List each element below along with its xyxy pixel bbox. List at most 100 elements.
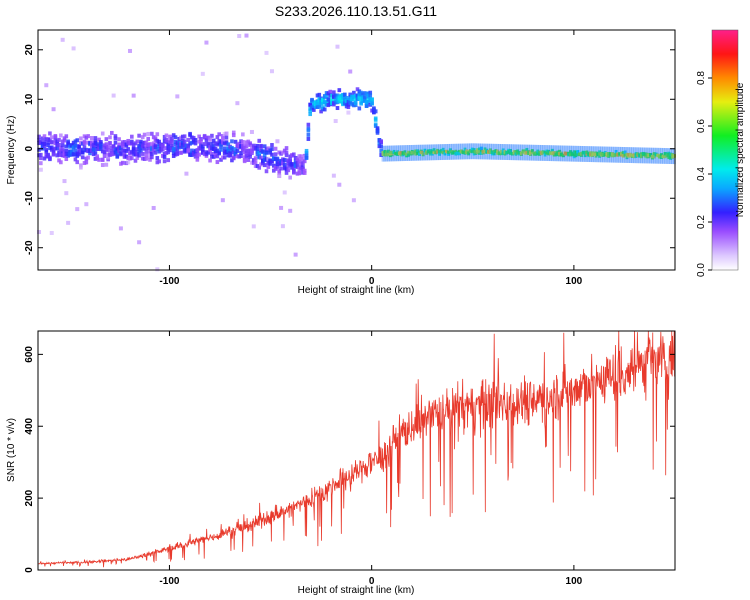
spectrogram-x-label: Height of straight line (km) [298,285,415,296]
spectrogram-cell-201 [104,162,109,167]
colorbar-tick-label: 0.2 [696,215,707,229]
spectrogram-cell-191 [100,157,105,162]
spectrogram-cell-143 [84,135,89,140]
spectrogram-cell-1305 [521,150,525,154]
spectrogram-cell-293 [137,133,141,138]
spectrogram-cell-99 [69,152,74,157]
spectrogram-cell-1017 [390,151,394,155]
spectrogram-cell-505 [211,138,216,143]
spectrogram-cell-1532 [625,154,629,158]
spectrogram-cell-896 [344,99,349,104]
spectrogram-cell-248 [120,160,125,165]
spectrogram-cell-224 [113,148,118,153]
spectrogram-cell-966 [370,97,374,102]
spectrogram-cell-771 [301,161,305,166]
spectrogram-cell-809 [315,104,320,109]
spectrogram-cell-1318 [527,144,531,161]
spectrogram-cell-407 [177,140,181,145]
spectrogram-cell-189 [100,149,105,154]
spectrogram-cell-125 [77,144,81,149]
spectrogram-cell-557 [228,153,232,158]
spectrogram-cell-314 [144,156,149,161]
spectrogram-cell-582 [237,154,242,159]
spectrogram-cell-458 [195,157,200,162]
spectrogram-cell-1081 [419,150,423,155]
spectrogram-cell-471 [199,144,203,149]
spectrogram-cell-1433 [579,151,583,156]
spectrogram-cell-494 [206,141,211,146]
spectrogram-cell-719 [282,162,287,167]
spectrogram-cell-5 [37,230,42,235]
spectrogram-cell-112 [73,148,78,153]
spectrogram-cell-398 [173,147,178,152]
spectrogram-cell-432 [184,171,189,176]
spectrogram-cell-1002 [383,145,387,162]
spectrogram-cell-375 [164,150,169,155]
spectrogram-cell-282 [131,93,136,98]
spectrogram-cell-765 [299,154,303,159]
spectrogram-cell-655 [262,144,267,149]
spectrogram-cell-990 [379,148,383,153]
colorbar-tick-label: 0.6 [696,119,707,133]
spectrogram-cell-81 [62,179,67,184]
spectrogram-cell-313 [142,140,147,145]
spectrogram-cell-627 [251,224,256,229]
spectrogram-cell-1209 [478,150,482,154]
spectrogram-cell-159 [89,140,94,145]
spectrogram-cell-70 [60,143,65,148]
spectrogram-cell-1285 [512,151,516,155]
spectrogram-cell-1389 [559,153,563,157]
spectrogram-cell-1118 [436,144,440,161]
spectrogram-cell-1434 [579,145,583,162]
spectrogram-cell-1099 [428,152,432,156]
spectrogram-cell-1573 [643,152,647,156]
spectrogram-cell-214 [110,145,114,150]
spectrogram-cell-254 [122,154,127,159]
spectrogram-cell-80 [62,151,67,156]
spectrogram-cell-68 [59,145,63,150]
spectrogram-cell-657 [262,156,267,161]
spectrogram-cell-355 [157,144,161,149]
spectrogram-cell-353 [157,159,161,164]
spectrogram-cell-635 [255,149,260,154]
spectrogram-cell-87 [64,191,69,196]
spectrogram-cell-20 [42,134,47,139]
spectrogram-cell-969 [370,101,374,106]
spectrogram-cell-176 [95,142,100,147]
spectrogram-cell-621 [249,129,254,134]
spectrogram-cell-734 [288,175,292,180]
spectrogram-cell-1630 [669,148,673,164]
spectrogram-cell-489 [204,40,209,45]
spectrogram-cell-782 [304,148,309,153]
spectrogram-cell-93 [66,220,71,225]
spectrogram-cell-698 [277,169,282,174]
spectrogram-cell-1632 [670,153,674,157]
spectrogram-cell-474 [201,146,205,151]
spectrogram-cell-1117 [436,150,440,154]
spectrogram-cell-1170 [459,143,463,160]
spectrogram-cell-61 [57,150,61,155]
spectrogram-cell-1240 [492,150,496,154]
spectrogram-cell-168 [93,136,98,141]
spectrogram-cell-315 [144,144,149,149]
spectrogram-cell-232 [115,146,120,151]
spectrogram-cell-1308 [523,149,527,153]
spectrogram-cell-231 [115,150,120,155]
spectrogram-cell-757 [295,164,300,169]
spectrogram-cell-615 [248,148,252,153]
spectrogram-cell-790 [308,112,312,117]
spectrogram-cell-869 [335,98,340,103]
spectrogram-cell-1473 [598,152,602,156]
spectrogram-cell-33 [48,146,52,151]
spectrogram-cell-846 [328,89,333,94]
spectrogram-cell-1094 [425,144,429,161]
spectrogram-cell-860 [333,100,338,105]
spectrogram-cell-1141 [447,150,451,154]
spectrogram-cell-1211 [479,149,483,153]
spectrogram-cell-1518 [618,146,622,163]
spectrogram-cell-1176 [463,150,467,154]
spectrogram-cell-653 [262,163,267,168]
spectrogram-cell-1488 [605,153,609,158]
spectrogram-cell-1217 [481,149,485,154]
colorbar-tick-label: 0.8 [696,71,707,85]
